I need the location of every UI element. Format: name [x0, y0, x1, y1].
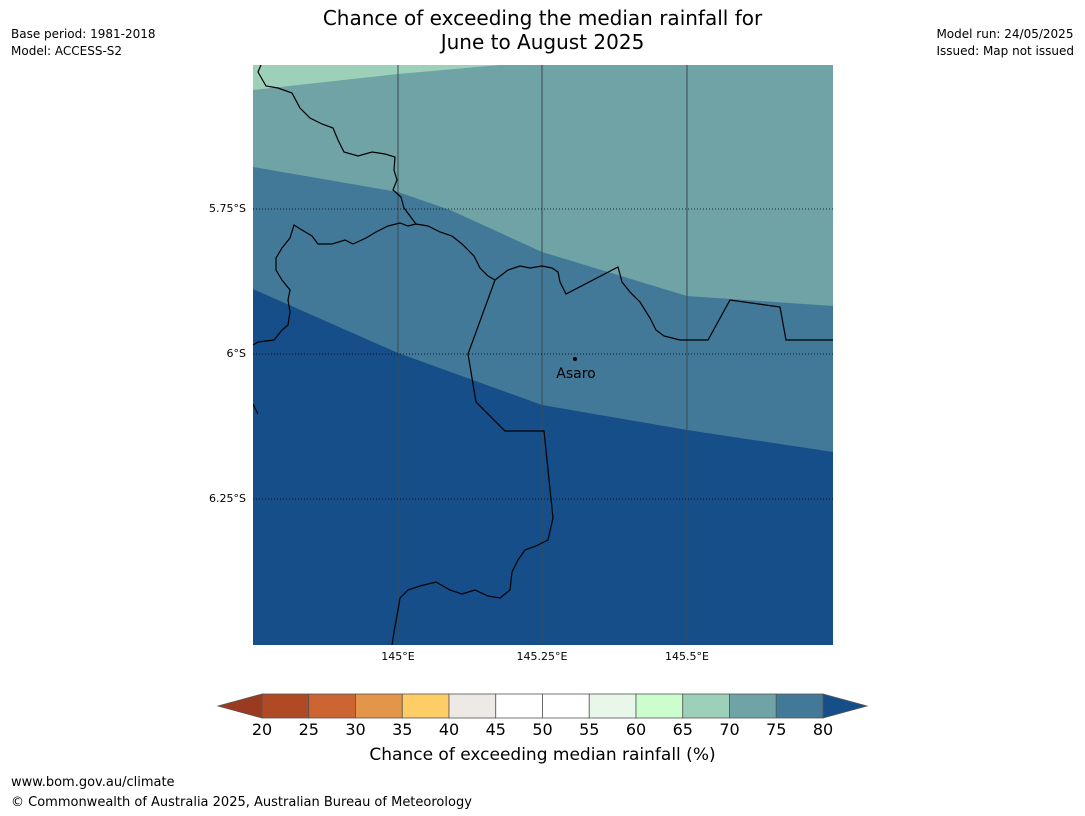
colorbar-cell: [401, 693, 450, 719]
colorbar-tick-label: 25: [298, 720, 319, 739]
colorbar-cell: [775, 693, 824, 719]
lon-label-145: 145°E: [381, 650, 415, 663]
boundary-edge-west: [253, 403, 259, 415]
colorbar-tick-label: 50: [532, 720, 553, 739]
meta-left: Base period: 1981-2018 Model: ACCESS-S2: [11, 26, 156, 60]
colorbar-cell: [355, 693, 403, 719]
colorbar-cell: [448, 693, 497, 719]
footer-copyright: © Commonwealth of Australia 2025, Austra…: [11, 795, 472, 810]
colorbar-tick-label: 40: [438, 720, 460, 739]
issued-status: Issued: Map not issued: [936, 44, 1074, 58]
lat-label-6-25: 6.25°S: [209, 492, 246, 505]
colorbar-below-arrow: [216, 693, 263, 719]
title-line-1: Chance of exceeding the median rainfall …: [322, 6, 763, 30]
boundary-west: [253, 65, 418, 346]
base-period: Base period: 1981-2018: [11, 27, 156, 41]
colorbar-cell: [635, 693, 684, 719]
boundary-south: [391, 223, 554, 645]
colorbar-cell: [261, 693, 310, 719]
colorbar-tick-label: 70: [719, 720, 740, 739]
model-name: Model: ACCESS-S2: [11, 44, 123, 58]
zone-65-70: [253, 65, 500, 90]
colorbar-cell: [308, 693, 356, 719]
lat-label-6: 6°S: [226, 347, 246, 360]
asaro-marker: [573, 357, 577, 361]
colorbar-tick-label: 35: [392, 720, 413, 739]
asaro-label: Asaro: [556, 366, 595, 382]
footer-url[interactable]: www.bom.gov.au/climate: [11, 775, 175, 790]
colorbar-tick-label: 75: [766, 720, 787, 739]
lon-label-145-5: 145.5°E: [665, 650, 709, 663]
province-boundaries: [253, 65, 833, 645]
colorbar-cell: [495, 693, 543, 719]
colorbar-tick-label: 80: [812, 720, 834, 739]
lon-label-145-25: 145.25°E: [516, 650, 568, 663]
colorbar-tick-label: 20: [251, 720, 273, 739]
lat-label-5-75: 5.75°S: [209, 202, 246, 215]
colorbar-cells: [261, 693, 824, 719]
colorbar-title: Chance of exceeding median rainfall (%): [369, 745, 716, 765]
colorbar-cell: [588, 693, 637, 719]
colorbar-tick-label: 45: [485, 720, 506, 739]
rainfall-zones: [253, 65, 833, 645]
graticule: [253, 65, 833, 645]
colorbar-cell: [682, 693, 730, 719]
colorbar-cell: [542, 693, 590, 719]
colorbar-tick-label: 55: [579, 720, 600, 739]
colorbar-tick-label: 60: [625, 720, 647, 739]
colorbar-tick-label: 65: [672, 720, 693, 739]
colorbar-above-arrow: [822, 693, 869, 719]
model-run: Model run: 24/05/2025: [936, 27, 1074, 41]
boundary-north-east: [494, 265, 833, 341]
colorbar-cell: [729, 693, 777, 719]
meta-right: Model run: 24/05/2025 Issued: Map not is…: [936, 26, 1074, 60]
colorbar-tick-label: 30: [345, 720, 366, 739]
map-title: Chance of exceeding the median rainfall …: [0, 6, 1085, 54]
colorbar: [216, 693, 869, 719]
title-line-2: June to August 2025: [440, 30, 645, 54]
